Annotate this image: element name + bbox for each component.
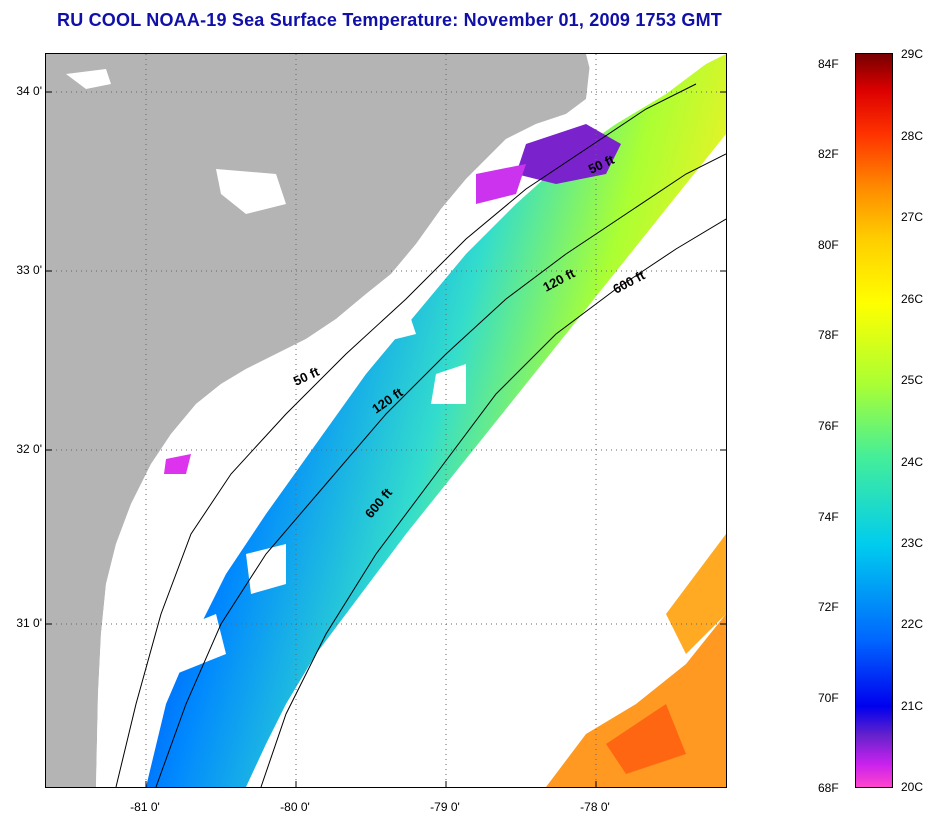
colorbar-c-label: 21C: [901, 699, 924, 713]
cloud-hole: [246, 544, 286, 594]
colorbar-c-label: 20C: [901, 780, 924, 794]
warm-patch: [606, 704, 686, 774]
isobath-50: [115, 83, 697, 787]
isobath-120: [155, 153, 726, 787]
lat-label: 32 0': [16, 442, 42, 456]
lon-label: -81 0': [130, 800, 160, 814]
colorbar-c-label: 27C: [901, 210, 924, 224]
lon-label: -80 0': [280, 800, 310, 814]
colorbar-f-label: 80F: [818, 238, 839, 252]
lat-label: 34 0': [16, 84, 42, 98]
cloud-hole: [431, 364, 466, 404]
colorbar-f-label: 84F: [818, 57, 839, 71]
lon-label: -78 0': [580, 800, 610, 814]
colorbar-f-label: 82F: [818, 147, 839, 161]
land-cloud: [66, 69, 111, 89]
cloud-hole: [166, 614, 226, 674]
colorbar-f-label: 78F: [818, 328, 839, 342]
colorbar-f-label: 72F: [818, 600, 839, 614]
colorbar-f-label: 68F: [818, 781, 839, 795]
lon-label: -79 0': [430, 800, 460, 814]
colorbar-f-label: 70F: [818, 691, 839, 705]
isobath-label: 600 ft: [610, 267, 648, 297]
colorbar-c-label: 25C: [901, 373, 924, 387]
colorbar-f-label: 74F: [818, 510, 839, 524]
lat-label: 31 0': [16, 616, 42, 630]
sst-map[interactable]: 50 ft 120 ft 600 ft 50 ft 120 ft 600 ft: [45, 53, 727, 788]
cloud-hole: [366, 304, 416, 344]
land-cloud: [216, 169, 286, 214]
colorbar-c-label: 23C: [901, 536, 924, 550]
colorbar-f-label: 76F: [818, 419, 839, 433]
cool-patch: [476, 164, 526, 204]
coastal-cloud-zone: [96, 54, 646, 787]
colorbar: [855, 53, 893, 788]
colorbar-c-label: 24C: [901, 455, 924, 469]
cool-patch: [164, 454, 191, 474]
land-mass: [46, 54, 591, 787]
colorbar-c-label: 22C: [901, 617, 924, 631]
map-title: RU COOL NOAA-19 Sea Surface Temperature:…: [57, 10, 722, 30]
isobath-600: [260, 218, 726, 787]
lat-label: 33 0': [16, 263, 42, 277]
colorbar-c-label: 29C: [901, 47, 924, 61]
colorbar-c-label: 26C: [901, 292, 924, 306]
cool-patch: [516, 124, 621, 184]
colorbar-c-label: 28C: [901, 129, 924, 143]
sst-plume: [146, 54, 726, 787]
